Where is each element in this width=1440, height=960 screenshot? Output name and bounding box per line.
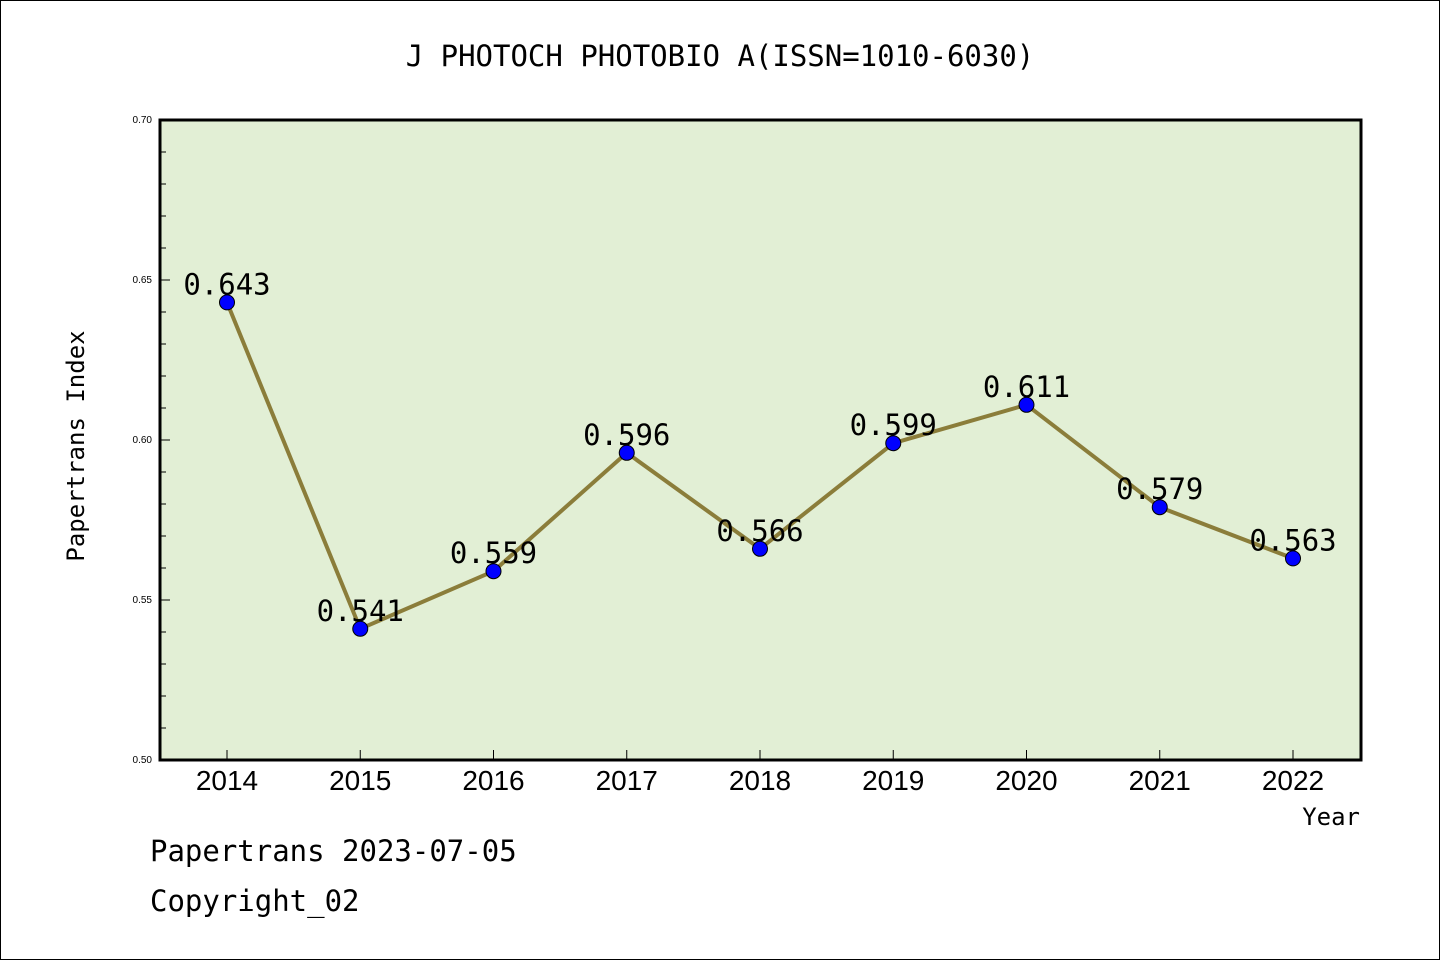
data-label: 0.563 <box>1249 523 1336 557</box>
data-point <box>485 563 502 580</box>
data-point <box>1151 499 1168 516</box>
y-tick-label: 0.65 <box>133 275 153 286</box>
x-tick-label: 2016 <box>462 765 524 796</box>
x-axis: 2014 2015 2016 2017 2018 2019 2020 2021 2022 <box>196 750 1324 796</box>
data-point <box>1018 396 1035 413</box>
chart-title: J PHOTOCH PHOTOBIO A(ISSN=1010-6030) <box>406 39 1035 73</box>
x-tick-label: 2022 <box>1262 765 1324 796</box>
x-tick-label: 2018 <box>729 765 791 796</box>
x-tick-label: 2014 <box>196 765 258 796</box>
plot-area <box>158 118 1363 762</box>
data-point <box>219 294 235 311</box>
y-axis: 0.50 0.55 0.60 0.65 0.70 <box>133 115 170 766</box>
footer-copyright: Copyright_02 <box>150 884 360 918</box>
data-label: 0.643 <box>183 267 270 301</box>
y-tick-label: 0.50 <box>133 755 153 766</box>
data-point <box>352 620 369 637</box>
x-axis-label: Year <box>1302 803 1360 831</box>
data-point <box>618 444 635 461</box>
footer-date: Papertrans 2023-07-05 <box>150 834 517 868</box>
data-point <box>1285 550 1301 567</box>
x-tick-label: 2021 <box>1129 765 1191 796</box>
y-tick-label: 0.70 <box>133 115 153 126</box>
y-tick-label: 0.60 <box>133 435 153 446</box>
data-label: 0.611 <box>983 370 1070 404</box>
data-label: 0.596 <box>583 418 670 452</box>
data-label: 0.566 <box>716 514 803 548</box>
y-axis-label: Papertrans Index <box>62 330 90 561</box>
x-tick-label: 2015 <box>329 765 391 796</box>
data-point <box>752 540 768 557</box>
data-label: 0.541 <box>317 594 404 628</box>
x-tick-label: 2019 <box>862 765 924 796</box>
data-label: 0.599 <box>850 408 937 442</box>
series-line-group: 0.643 0.541 0.559 0.596 0.566 0.599 0.611 0.579… <box>183 267 1337 637</box>
data-label: 0.559 <box>450 536 537 570</box>
x-tick-label: 2017 <box>596 765 658 796</box>
data-point <box>885 435 902 452</box>
data-label: 0.579 <box>1116 472 1203 506</box>
y-tick-label: 0.55 <box>133 595 153 606</box>
x-tick-label: 2020 <box>995 765 1057 796</box>
